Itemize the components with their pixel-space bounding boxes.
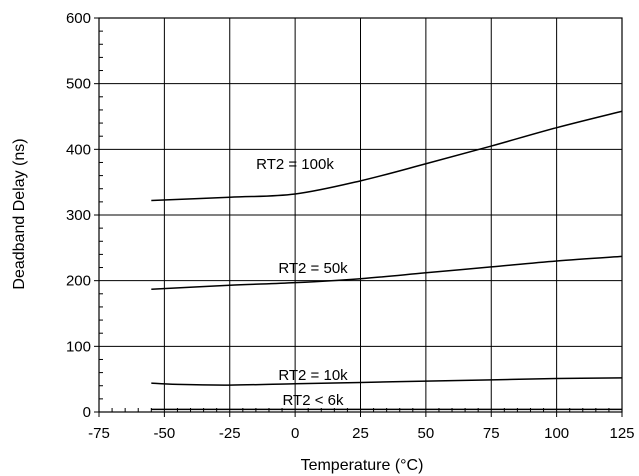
series-lines <box>151 110 623 411</box>
x-tick-label: 0 <box>291 425 299 442</box>
x-tick-label: -75 <box>88 425 110 442</box>
x-axis-ticks: -75 -50 -25 0 25 50 75 100 125 <box>88 412 635 442</box>
series-label: RT2 = 50k <box>278 260 348 277</box>
y-tick-label: 300 <box>66 207 91 224</box>
x-tick-label: 100 <box>544 425 569 442</box>
y-tick-label: 200 <box>66 273 91 290</box>
y-tick-label: 100 <box>66 338 91 355</box>
y-axis-ticks: 0 100 200 300 400 500 600 <box>66 10 99 421</box>
x-tick-label: -25 <box>219 425 241 442</box>
minor-ticks <box>99 30 610 412</box>
series-label: RT2 = 10k <box>278 367 348 384</box>
x-tick-label: 50 <box>418 425 435 442</box>
series-line-2 <box>151 377 623 386</box>
x-tick-label: 125 <box>609 425 634 442</box>
x-tick-label: 25 <box>352 425 369 442</box>
series-label: RT2 < 6k <box>282 392 344 409</box>
y-tick-label: 400 <box>66 141 91 158</box>
x-tick-label: -50 <box>154 425 176 442</box>
y-tick-label: 500 <box>66 76 91 93</box>
x-tick-label: 75 <box>483 425 500 442</box>
y-tick-label: 600 <box>66 10 91 27</box>
y-tick-label: 0 <box>83 404 91 421</box>
series-line-1 <box>151 255 623 290</box>
series-label: RT2 = 100k <box>256 156 334 173</box>
y-axis-title: Deadband Delay (ns) <box>11 138 28 289</box>
grid-lines <box>98 17 623 413</box>
series-labels: RT2 = 100k RT2 = 50k RT2 = 10k RT2 < 6k <box>256 156 348 409</box>
series-line-0 <box>151 110 623 202</box>
x-axis-title: Temperature (°C) <box>301 457 424 474</box>
